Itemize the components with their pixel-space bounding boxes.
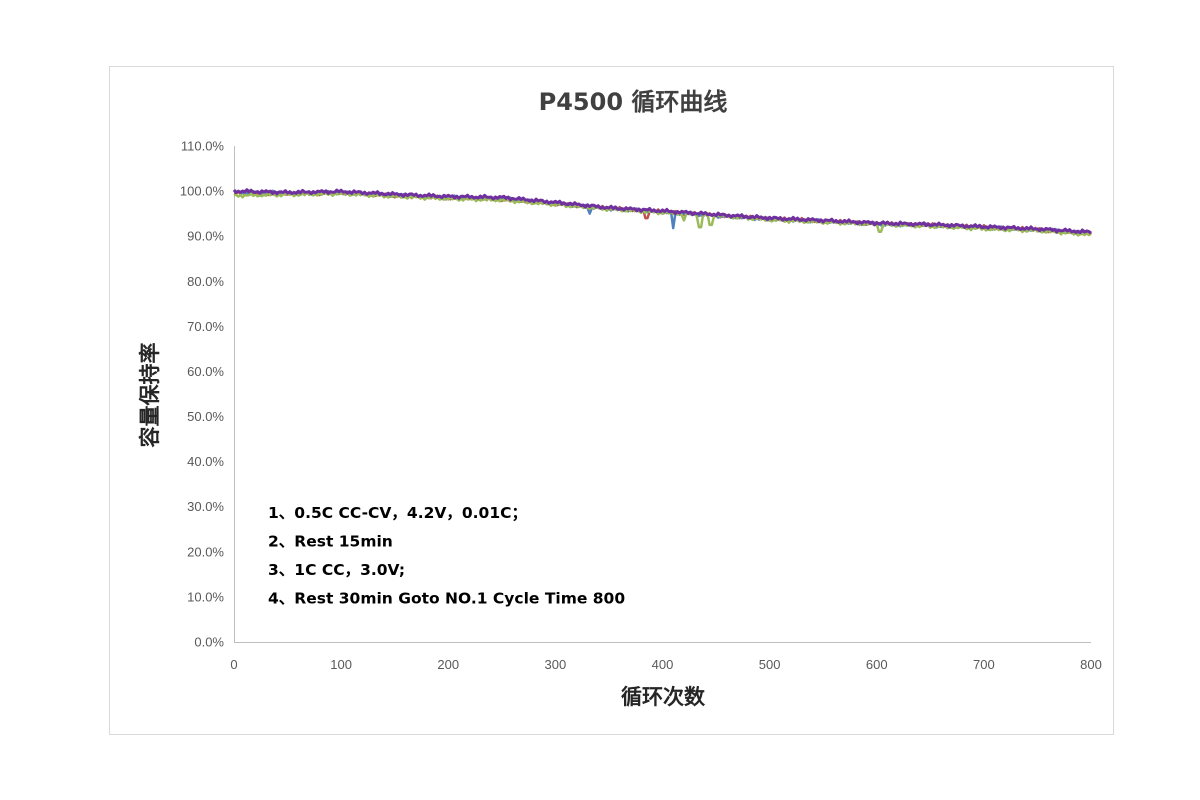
series-line	[232, 188, 1092, 235]
chart-frame	[109, 66, 1114, 735]
x-tick-label: 300	[545, 657, 567, 672]
procedure-note: 1、0.5C CC-CV，4.2V，0.01C；	[268, 504, 527, 522]
y-tick-label: 100.0%	[180, 184, 225, 199]
x-tick-label: 100	[330, 657, 352, 672]
y-tick-label: 50.0%	[187, 409, 224, 424]
y-tick-label: 60.0%	[187, 364, 224, 379]
y-tick-label: 0.0%	[194, 635, 224, 650]
x-tick-labels: 0 100 200 300 400 500 600 700 800	[230, 657, 1101, 672]
x-tick-label: 400	[652, 657, 674, 672]
x-tick-label: 600	[866, 657, 888, 672]
x-tick-label: 800	[1080, 657, 1102, 672]
series-layer	[232, 188, 1092, 237]
x-tick-label: 700	[973, 657, 995, 672]
test-procedure-notes: 1、0.5C CC-CV，4.2V，0.01C； 2、Rest 15min 3、1C…	[268, 504, 625, 608]
x-tick-label: 500	[759, 657, 781, 672]
x-tick-label: 0	[230, 657, 237, 672]
y-tick-label: 10.0%	[187, 589, 224, 604]
y-tick-label: 20.0%	[187, 544, 224, 559]
x-tick-label: 200	[437, 657, 459, 672]
y-tick-labels: 0.0% 10.0% 20.0% 30.0% 40.0% 50.0% 60.0% 70.0% 8…	[180, 139, 225, 650]
x-axis-title: 循环次数	[621, 685, 706, 709]
y-tick-label: 40.0%	[187, 454, 224, 469]
y-tick-label: 70.0%	[187, 319, 224, 334]
series-line	[233, 191, 1092, 237]
procedure-note: 2、Rest 15min	[268, 533, 393, 551]
y-tick-label: 30.0%	[187, 499, 224, 514]
chart-title: P4500 循环曲线	[539, 88, 728, 116]
y-tick-label: 80.0%	[187, 274, 224, 289]
y-tick-label: 90.0%	[187, 229, 224, 244]
y-axis-title: 容量保持率	[138, 343, 162, 448]
y-tick-label: 110.0%	[181, 139, 225, 154]
procedure-note: 3、1C CC，3.0V;	[268, 561, 405, 579]
procedure-note: 4、Rest 30min Goto NO.1 Cycle Time 800	[268, 590, 625, 608]
